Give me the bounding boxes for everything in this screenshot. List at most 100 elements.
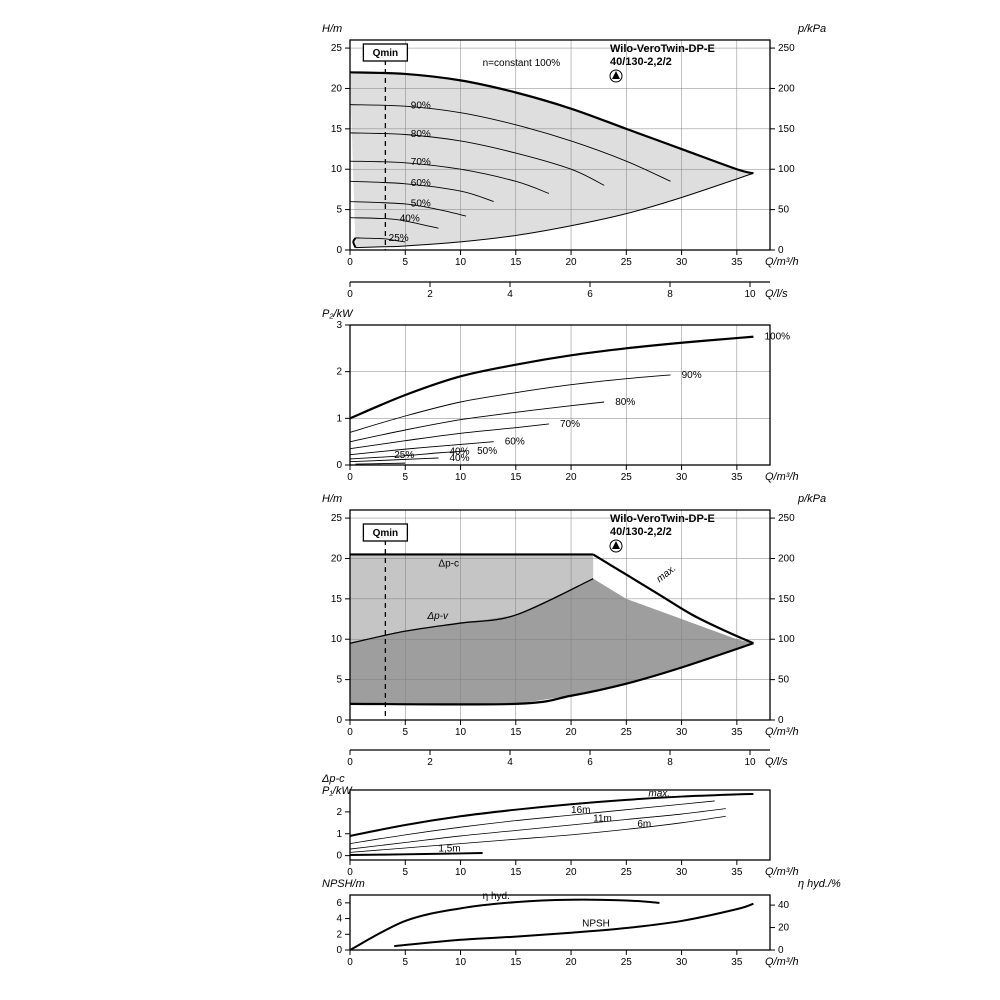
svg-text:250: 250: [778, 513, 795, 524]
svg-text:4: 4: [507, 757, 513, 768]
svg-text:2: 2: [427, 289, 433, 300]
svg-text:η hyd./%: η hyd./%: [798, 878, 841, 890]
svg-text:0: 0: [347, 957, 353, 968]
svg-text:35: 35: [731, 257, 743, 268]
svg-text:2: 2: [336, 367, 342, 378]
svg-text:15: 15: [510, 957, 522, 968]
svg-text:Q/l/s: Q/l/s: [765, 288, 788, 300]
svg-text:40/130-2,2/2: 40/130-2,2/2: [610, 526, 672, 538]
svg-text:25: 25: [621, 472, 633, 483]
svg-text:Q/m³/h: Q/m³/h: [765, 471, 799, 483]
svg-text:10: 10: [455, 867, 467, 878]
svg-text:25: 25: [621, 957, 633, 968]
svg-text:30: 30: [676, 472, 688, 483]
svg-text:10: 10: [744, 757, 756, 768]
svg-text:20: 20: [565, 257, 577, 268]
svg-text:35: 35: [731, 472, 743, 483]
svg-text:Δp-c: Δp-c: [321, 773, 345, 785]
svg-text:15: 15: [331, 594, 343, 605]
svg-text:4: 4: [507, 289, 513, 300]
svg-text:10: 10: [455, 472, 467, 483]
svg-text:50: 50: [778, 675, 790, 686]
svg-text:15: 15: [331, 124, 343, 135]
svg-text:70%: 70%: [560, 419, 580, 430]
svg-text:30: 30: [676, 957, 688, 968]
svg-text:35: 35: [731, 957, 743, 968]
svg-text:20: 20: [331, 553, 343, 564]
svg-text:11m: 11m: [593, 814, 612, 825]
svg-text:p/kPa: p/kPa: [797, 493, 826, 505]
svg-text:100%: 100%: [764, 332, 790, 343]
svg-text:10: 10: [331, 634, 343, 645]
svg-text:1: 1: [336, 829, 342, 840]
svg-text:4: 4: [336, 914, 342, 925]
svg-text:H/m: H/m: [322, 493, 342, 505]
svg-text:5: 5: [402, 957, 408, 968]
svg-text:100: 100: [778, 634, 795, 645]
svg-text:0: 0: [336, 715, 342, 726]
svg-text:60%: 60%: [411, 178, 431, 189]
svg-text:0: 0: [778, 715, 784, 726]
svg-text:n=constant 100%: n=constant 100%: [483, 58, 561, 69]
svg-text:6: 6: [336, 898, 342, 909]
svg-text:20: 20: [565, 867, 577, 878]
svg-text:0: 0: [347, 257, 353, 268]
svg-text:H/m: H/m: [322, 23, 342, 35]
svg-text:Δp-c: Δp-c: [438, 559, 459, 570]
svg-text:15: 15: [510, 472, 522, 483]
svg-text:Wilo-VeroTwin-DP-E: Wilo-VeroTwin-DP-E: [610, 513, 715, 525]
svg-text:20: 20: [778, 923, 790, 934]
svg-text:2: 2: [427, 757, 433, 768]
svg-text:90%: 90%: [411, 101, 431, 112]
svg-text:15: 15: [510, 867, 522, 878]
svg-text:0: 0: [336, 851, 342, 862]
svg-text:16m: 16m: [571, 805, 590, 816]
svg-text:Q/m³/h: Q/m³/h: [765, 956, 799, 968]
svg-text:P₁/kW: P₁/kW: [322, 785, 353, 797]
svg-text:20: 20: [565, 957, 577, 968]
svg-text:15: 15: [510, 257, 522, 268]
svg-text:150: 150: [778, 124, 795, 135]
svg-text:25: 25: [621, 867, 633, 878]
svg-text:5: 5: [402, 867, 408, 878]
svg-text:25: 25: [331, 513, 343, 524]
svg-text:Q/m³/h: Q/m³/h: [765, 726, 799, 738]
svg-text:40%: 40%: [449, 447, 469, 458]
svg-text:0: 0: [336, 460, 342, 471]
svg-text:15: 15: [510, 727, 522, 738]
svg-text:2: 2: [336, 929, 342, 940]
svg-text:200: 200: [778, 553, 795, 564]
svg-text:50%: 50%: [477, 446, 497, 457]
svg-text:60%: 60%: [505, 437, 525, 448]
svg-text:10: 10: [744, 289, 756, 300]
svg-text:P₂/kW: P₂/kW: [322, 308, 354, 320]
svg-text:25: 25: [621, 257, 633, 268]
svg-text:150: 150: [778, 594, 795, 605]
svg-text:10: 10: [455, 727, 467, 738]
svg-text:35: 35: [731, 727, 743, 738]
svg-text:20: 20: [331, 83, 343, 94]
svg-text:0: 0: [778, 245, 784, 256]
svg-text:0: 0: [336, 245, 342, 256]
svg-text:80%: 80%: [615, 397, 635, 408]
svg-text:3: 3: [336, 320, 342, 331]
svg-text:50%: 50%: [411, 198, 431, 209]
svg-text:30: 30: [676, 257, 688, 268]
svg-text:Δp-v: Δp-v: [426, 611, 449, 622]
svg-text:Wilo-VeroTwin-DP-E: Wilo-VeroTwin-DP-E: [610, 43, 715, 55]
svg-text:max.: max.: [655, 563, 679, 585]
svg-text:10: 10: [455, 957, 467, 968]
svg-text:50: 50: [778, 205, 790, 216]
svg-text:5: 5: [336, 675, 342, 686]
svg-text:25: 25: [621, 727, 633, 738]
svg-text:0: 0: [347, 289, 353, 300]
svg-text:0: 0: [347, 727, 353, 738]
svg-text:5: 5: [402, 727, 408, 738]
svg-text:250: 250: [778, 43, 795, 54]
svg-text:5: 5: [402, 472, 408, 483]
svg-text:25%: 25%: [394, 450, 414, 461]
svg-text:25: 25: [331, 43, 343, 54]
svg-text:0: 0: [778, 945, 784, 956]
svg-text:Qmin: Qmin: [373, 48, 399, 59]
svg-text:70%: 70%: [411, 157, 431, 168]
